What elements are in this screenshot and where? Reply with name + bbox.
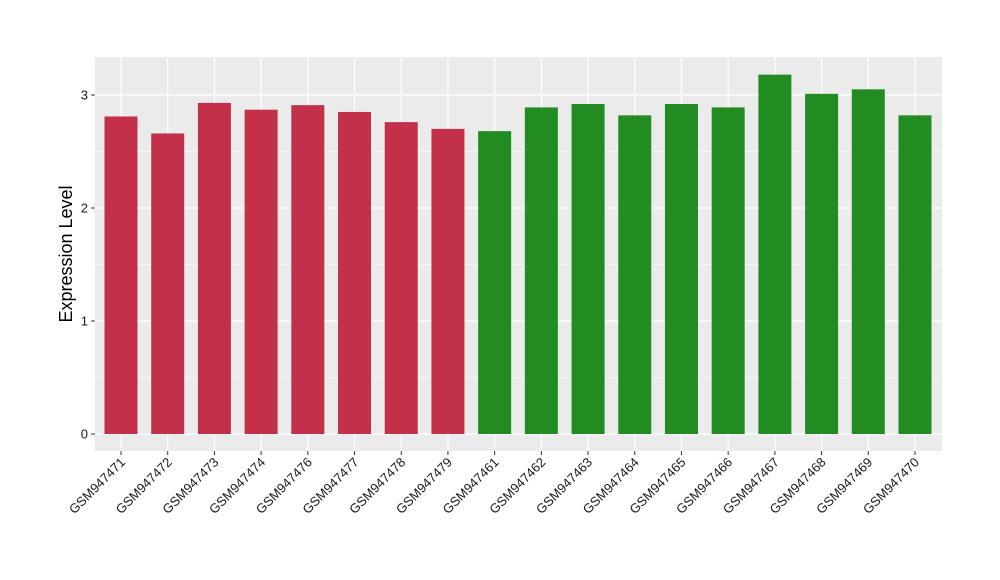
bars (104, 74, 932, 435)
y-axis-title: Expression Level (56, 185, 76, 322)
y-tick-label: 0 (81, 427, 88, 442)
bar-GSM947473 (197, 102, 231, 434)
y-tick-label: 2 (81, 201, 88, 216)
bar-GSM947472 (151, 133, 185, 435)
bar-GSM947476 (291, 105, 325, 435)
bar-GSM947464 (618, 115, 652, 434)
y-axis: 0 1 2 3 (81, 88, 95, 442)
x-axis: GSM947471GSM947472GSM947473GSM947474GSM9… (66, 451, 922, 517)
bar-GSM947461 (478, 131, 512, 434)
bar-GSM947468 (805, 93, 839, 435)
bar-GSM947463 (571, 104, 605, 434)
y-tick-label: 1 (81, 314, 88, 329)
plot-panel (95, 57, 942, 451)
bar-GSM947462 (524, 107, 558, 435)
bar-GSM947467 (758, 74, 792, 434)
bar-GSM947478 (384, 122, 418, 435)
bar-GSM947479 (431, 128, 465, 434)
bar-GSM947469 (851, 89, 885, 434)
bar-GSM947470 (898, 115, 932, 434)
bar-GSM947466 (711, 107, 745, 435)
bar-GSM947471 (104, 116, 138, 434)
bar-GSM947474 (244, 109, 278, 434)
bar-GSM947465 (664, 104, 698, 434)
y-tick-label: 3 (81, 88, 88, 103)
bar-GSM947477 (338, 111, 372, 434)
